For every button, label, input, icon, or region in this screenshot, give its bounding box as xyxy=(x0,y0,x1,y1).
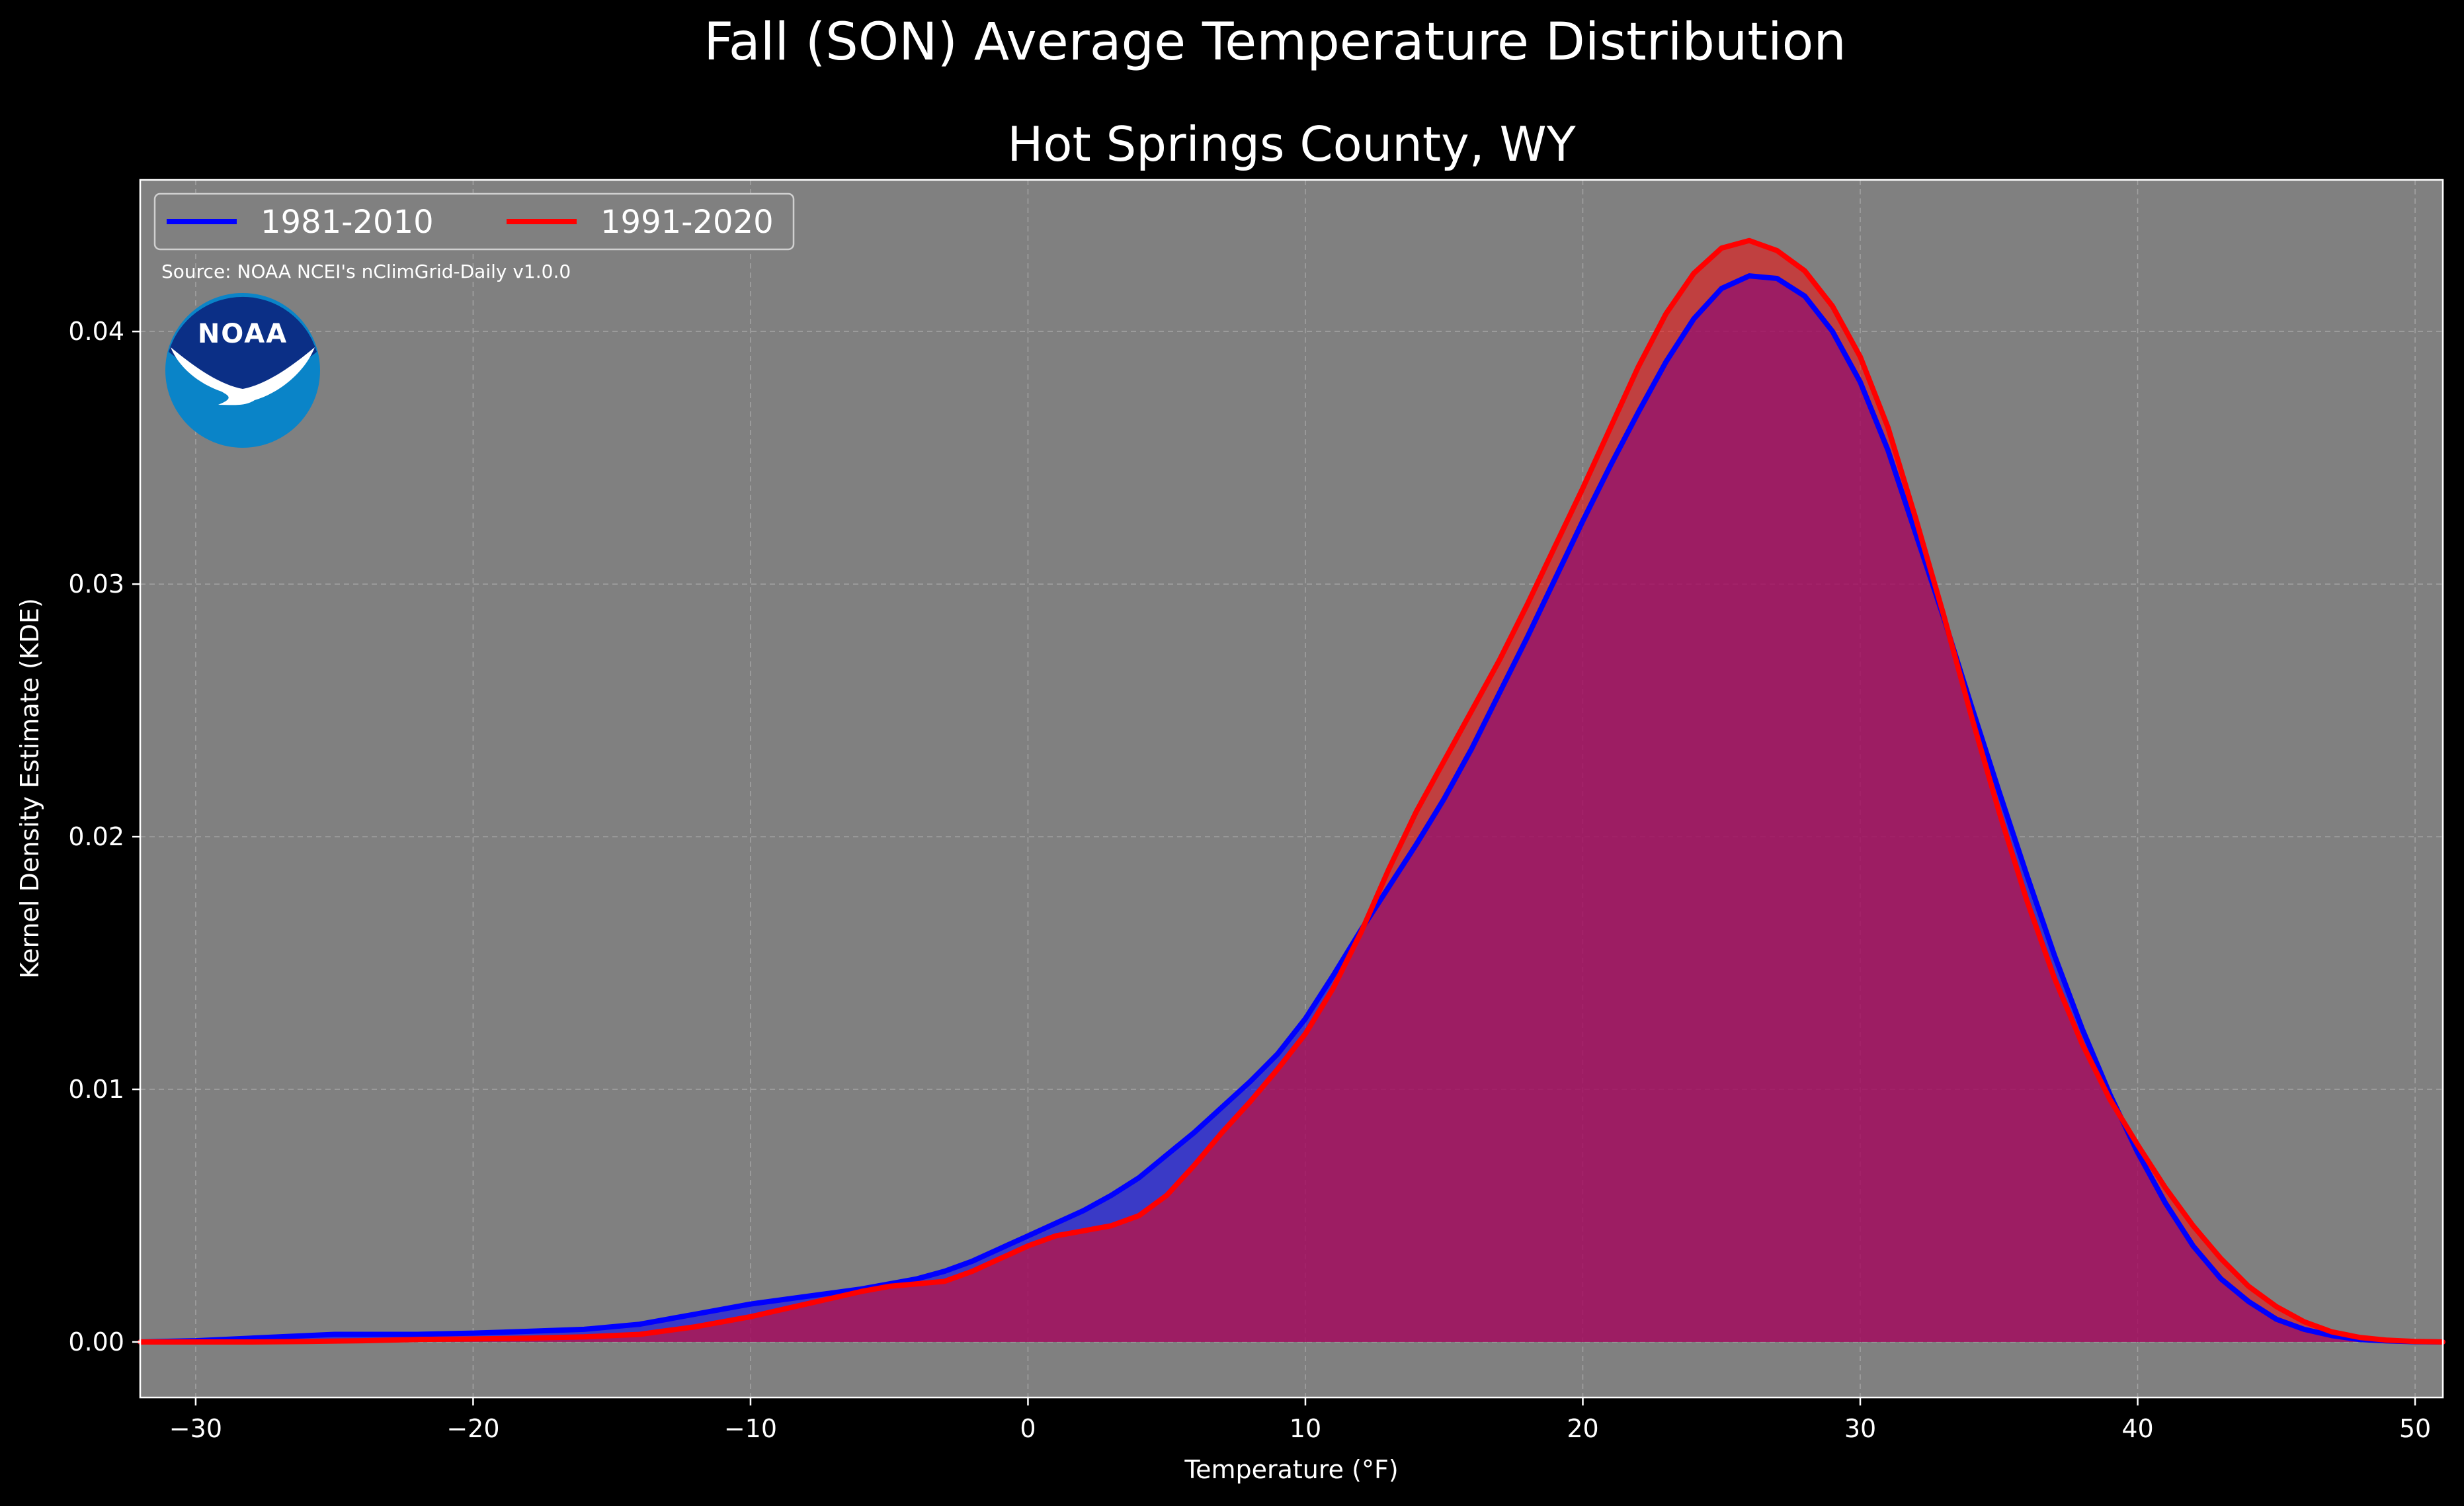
x-tick-label: −30 xyxy=(169,1414,222,1443)
legend: 1981-2010 1991-2020 xyxy=(153,192,795,251)
x-tick-label: 20 xyxy=(1567,1414,1598,1443)
x-tick-label: −20 xyxy=(446,1414,499,1443)
x-axis-label: Temperature (°F) xyxy=(1184,1455,1398,1484)
y-tick-label: 0.03 xyxy=(68,569,124,599)
y-tick-label: 0.01 xyxy=(68,1075,124,1104)
legend-label-1981-2010: 1981-2010 xyxy=(261,204,434,241)
y-tick-label: 0.04 xyxy=(68,317,124,346)
source-note: Source: NOAA NCEI's nClimGrid-Daily v1.0… xyxy=(161,261,571,282)
series-fill-1991-2020 xyxy=(140,240,2443,1343)
legend-label-1991-2020: 1991-2020 xyxy=(600,204,774,241)
noaa-logo-text: NOAA xyxy=(198,319,288,349)
y-tick-label: 0.00 xyxy=(68,1327,124,1357)
series-layer xyxy=(138,237,2445,1345)
x-tick-label: 40 xyxy=(2121,1414,2153,1443)
plot-frame xyxy=(139,179,2444,1399)
y-tick-label: 0.02 xyxy=(68,822,124,851)
x-tick-label: 10 xyxy=(1290,1414,1321,1443)
x-tick-label: 30 xyxy=(1844,1414,1876,1443)
x-tick-label: 0 xyxy=(1020,1414,1036,1443)
legend-box xyxy=(153,192,795,251)
noaa-logo-gull xyxy=(171,347,315,405)
series-line-1991-2020 xyxy=(138,237,2445,1345)
chart-title: Fall (SON) Average Temperature Distribut… xyxy=(704,13,1846,72)
noaa-logo-inner-sky xyxy=(169,296,317,390)
x-tick-label: 50 xyxy=(2399,1414,2431,1443)
y-axis-label: Kernel Density Estimate (KDE) xyxy=(15,598,44,979)
ticks: −30 −20 −10 0 10 20 30 40 50 0.00 0.01 0.02 0.03 0.04 xyxy=(68,317,2431,1443)
noaa-logo: NOAA xyxy=(165,293,320,448)
x-tick-label: −10 xyxy=(724,1414,777,1443)
chart-subtitle: Hot Springs County, WY xyxy=(1007,116,1576,172)
